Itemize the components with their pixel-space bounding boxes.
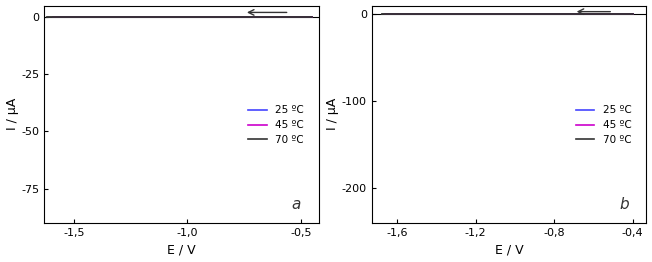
Legend: 25 ºC, 45 ºC, 70 ºC: 25 ºC, 45 ºC, 70 ºC	[244, 101, 308, 149]
Y-axis label: I / μA: I / μA	[326, 98, 339, 130]
X-axis label: E / V: E / V	[495, 243, 524, 256]
Text: a: a	[291, 197, 301, 212]
Legend: 25 ºC, 45 ºC, 70 ºC: 25 ºC, 45 ºC, 70 ºC	[572, 101, 636, 149]
X-axis label: E / V: E / V	[168, 243, 196, 256]
Text: b: b	[619, 197, 629, 212]
Y-axis label: I / μA: I / μA	[6, 98, 18, 130]
